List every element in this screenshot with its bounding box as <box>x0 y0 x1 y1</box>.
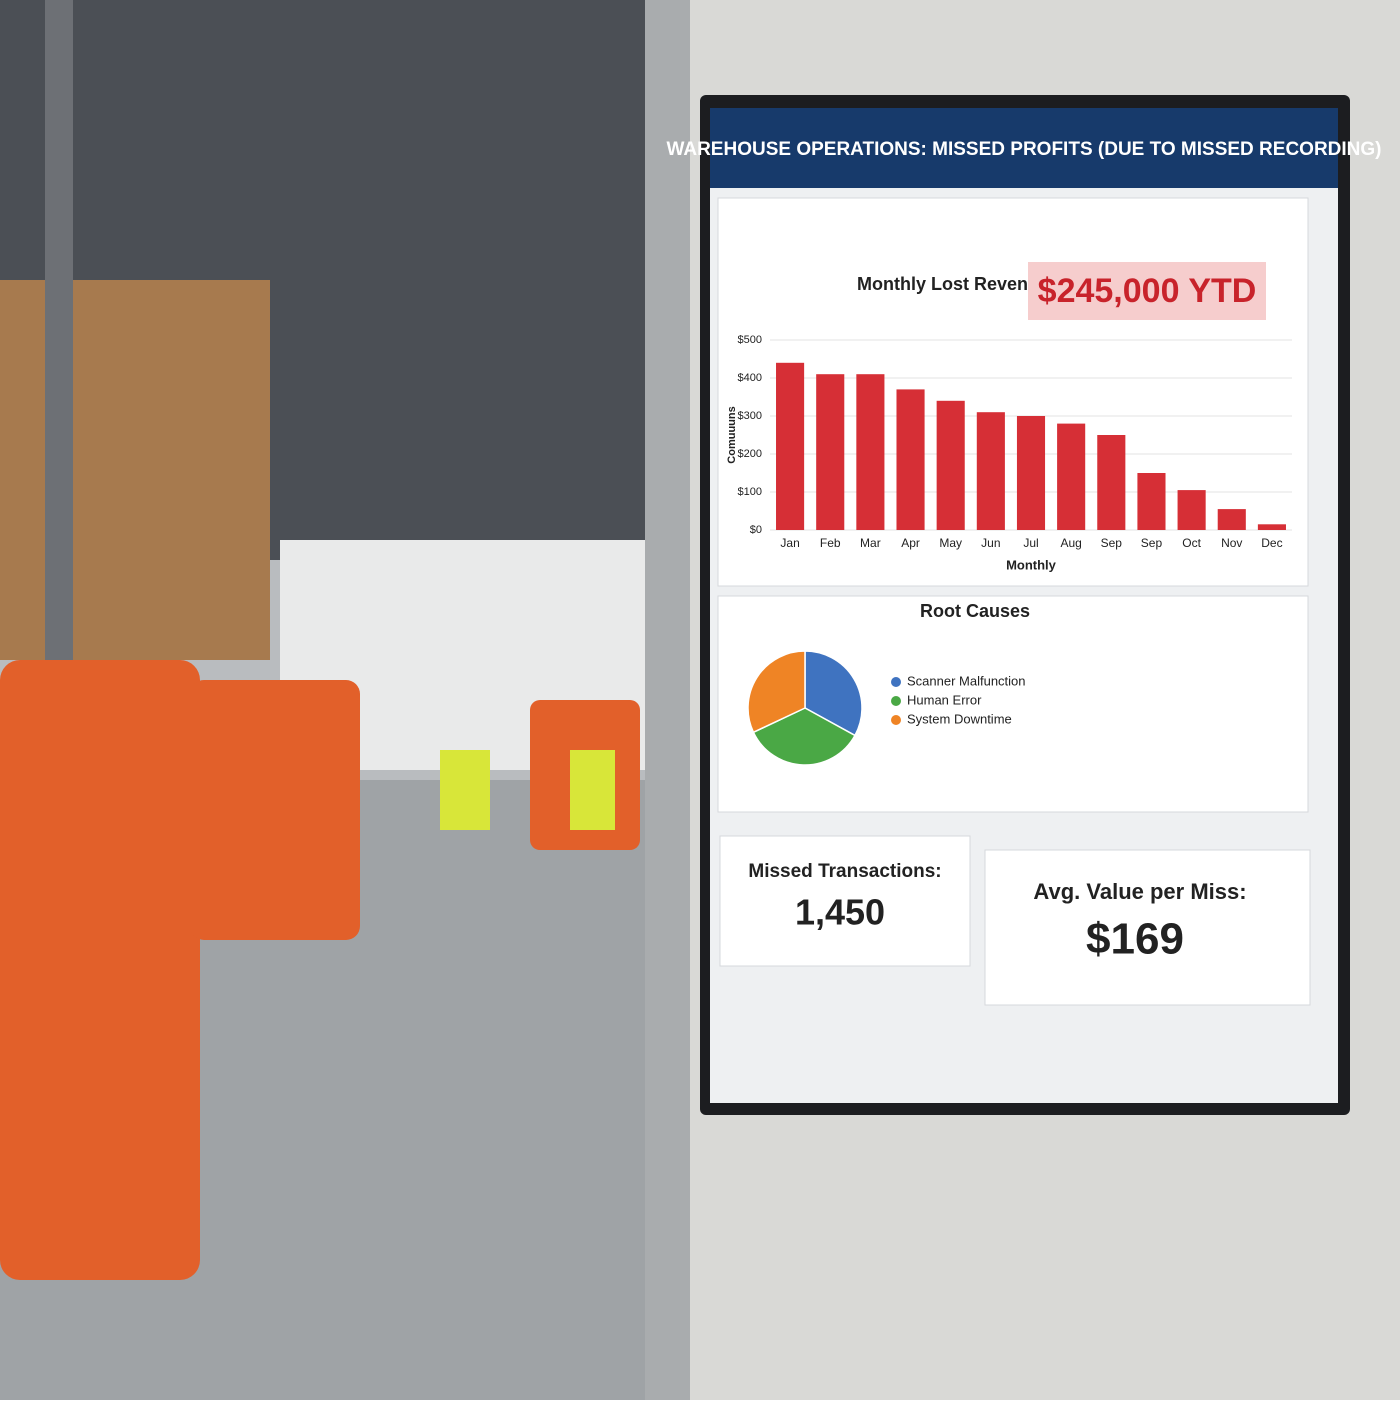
legend-label: Human Error <box>907 692 982 707</box>
column <box>45 0 73 780</box>
y-tick-label: $0 <box>750 524 762 536</box>
racks <box>0 280 270 660</box>
annotation: $245,000 YTD <box>1038 272 1257 310</box>
x-tick-label: Dec <box>1261 536 1282 550</box>
bar <box>936 400 965 530</box>
y-tick-label: $400 <box>738 372 762 384</box>
x-tick-label: Sep <box>1141 536 1163 550</box>
x-tick-label: Mar <box>860 536 881 550</box>
x-tick-label: Jul <box>1023 536 1038 550</box>
y-axis-label: Comuuuns <box>726 406 738 463</box>
bar <box>1217 509 1246 530</box>
x-tick-label: Feb <box>820 536 841 550</box>
bar <box>1057 423 1086 530</box>
legend-swatch <box>891 715 901 725</box>
x-tick-label: Aug <box>1060 536 1081 550</box>
x-tick-label: Jan <box>780 536 799 550</box>
kpi-label: Avg. Value per Miss: <box>1033 879 1246 904</box>
worker <box>440 750 490 830</box>
kpi-label: Missed Transactions: <box>748 861 941 882</box>
forklift <box>0 660 200 1280</box>
y-tick-label: $200 <box>738 448 762 460</box>
bar <box>816 374 845 530</box>
pie-slice <box>752 707 856 766</box>
x-tick-label: Nov <box>1221 536 1242 550</box>
bar <box>856 374 885 530</box>
kpi-value: 1,450 <box>795 892 885 933</box>
bar <box>896 389 925 530</box>
x-tick-label: Sep <box>1101 536 1123 550</box>
x-axis-label: Monthly <box>1006 557 1057 572</box>
forklift <box>190 680 360 940</box>
annotation-box <box>1028 262 1266 320</box>
kpi-card <box>984 849 1311 1006</box>
y-tick-label: $500 <box>738 334 762 346</box>
bar <box>1137 473 1166 530</box>
x-tick-label: Oct <box>1182 536 1201 550</box>
worker <box>570 750 615 830</box>
pie-slice <box>747 650 806 734</box>
legend-swatch <box>891 696 901 706</box>
kpi-value: $169 <box>1086 915 1184 964</box>
pie-slice <box>804 650 863 737</box>
y-tick-label: $100 <box>738 486 762 498</box>
header-bar <box>710 108 1338 188</box>
y-tick-label: $300 <box>738 410 762 422</box>
legend-label: Scanner Malfunction <box>907 673 1026 688</box>
legend-swatch <box>891 677 901 687</box>
bar <box>1177 490 1206 530</box>
chart-title: Root Causes <box>920 601 1030 621</box>
bar <box>776 362 805 530</box>
legend-label: System Downtime <box>907 711 1012 726</box>
x-tick-label: May <box>939 536 962 550</box>
bar <box>976 412 1005 530</box>
door-frame <box>645 0 690 1400</box>
x-tick-label: Jun <box>981 536 1000 550</box>
bar <box>1016 416 1046 530</box>
bar <box>1257 524 1286 530</box>
x-tick-label: Apr <box>901 536 920 550</box>
kpi-card <box>719 835 971 967</box>
bar <box>1097 435 1126 530</box>
dashboard-title: WAREHOUSE OPERATIONS: MISSED PROFITS (DU… <box>666 139 1381 160</box>
